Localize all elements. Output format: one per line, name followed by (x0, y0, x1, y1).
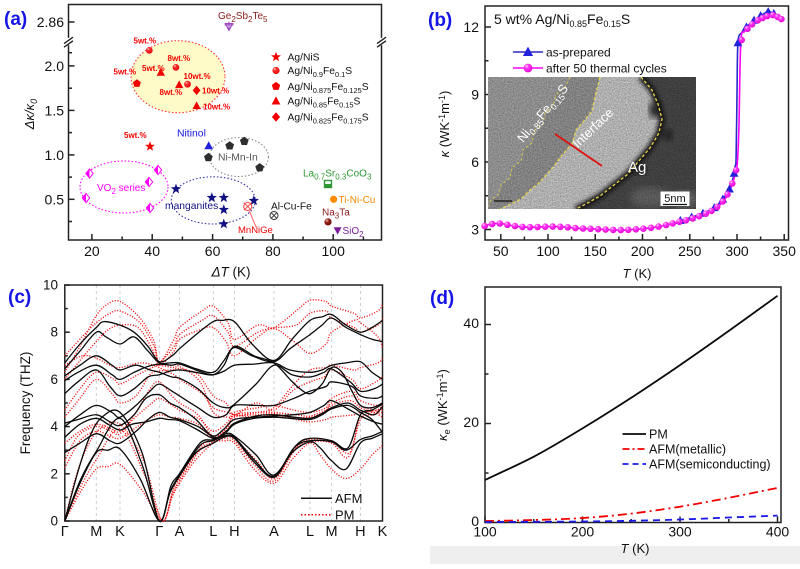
svg-text:5nm: 5nm (664, 193, 685, 205)
svg-text:200: 200 (571, 524, 595, 540)
svg-text:M: M (90, 524, 102, 540)
svg-text:AFM: AFM (335, 491, 362, 506)
svg-text:manganites: manganites (165, 201, 218, 212)
svg-text:Ag/Ni0.875Fe0.125S: Ag/Ni0.875Fe0.125S (288, 82, 369, 95)
svg-text:AFM(semiconducting): AFM(semiconducting) (649, 458, 771, 472)
svg-text:A: A (269, 524, 279, 540)
svg-text:0.5: 0.5 (45, 191, 65, 207)
svg-text:(b): (b) (428, 10, 452, 31)
svg-text:4: 4 (50, 419, 58, 434)
svg-text:2.86: 2.86 (37, 14, 64, 30)
svg-text:6: 6 (471, 154, 479, 170)
svg-text:κ (WK-1m-1): κ (WK-1m-1) (437, 91, 452, 158)
svg-text:M: M (326, 524, 338, 540)
svg-text:60: 60 (205, 243, 221, 259)
svg-text:150: 150 (584, 243, 608, 259)
svg-text:(d): (d) (430, 288, 454, 309)
svg-text:2: 2 (50, 466, 58, 481)
svg-text:9: 9 (471, 87, 479, 103)
svg-text:Ti-Ni-Cu: Ti-Ni-Cu (339, 195, 376, 206)
svg-text:10wt.%: 10wt.% (203, 103, 230, 112)
svg-text:Frequency (THZ): Frequency (THZ) (18, 352, 33, 455)
svg-text:250: 250 (678, 243, 702, 259)
svg-text:1.0: 1.0 (45, 147, 65, 163)
svg-text:T (K): T (K) (621, 541, 650, 556)
svg-text:300: 300 (725, 243, 749, 259)
svg-text:Ag/Ni0.85Fe0.15S: Ag/Ni0.85Fe0.15S (288, 97, 361, 110)
svg-text:8: 8 (50, 325, 58, 340)
svg-text:as-prepared: as-prepared (546, 46, 611, 60)
svg-text:80: 80 (265, 243, 281, 259)
svg-text:(c): (c) (8, 287, 31, 308)
svg-text:5wt.%: 5wt.% (142, 64, 165, 73)
svg-text:12: 12 (463, 19, 479, 35)
svg-text:0: 0 (471, 513, 479, 529)
svg-text:100: 100 (473, 524, 497, 540)
svg-text:Na3Ta: Na3Ta (322, 208, 350, 221)
svg-text:Ag/Ni0.9Fe0.1S: Ag/Ni0.9Fe0.1S (288, 66, 353, 79)
svg-text:PM: PM (335, 508, 355, 523)
svg-text:200: 200 (631, 243, 655, 259)
svg-text:Ag: Ag (628, 159, 646, 176)
svg-text:5wt.%: 5wt.% (134, 37, 157, 46)
svg-text:6: 6 (50, 372, 58, 387)
svg-text:350: 350 (773, 243, 797, 259)
svg-text:20: 20 (84, 243, 100, 259)
svg-text:T (K): T (K) (623, 266, 652, 281)
svg-text:8wt.%: 8wt.% (160, 88, 183, 97)
svg-text:VO2 series: VO2 series (97, 183, 145, 196)
svg-text:20: 20 (463, 414, 479, 430)
svg-text:PM: PM (649, 428, 668, 442)
svg-text:La0.7Sr0.3CoO3: La0.7Sr0.3CoO3 (303, 169, 372, 182)
svg-text:100: 100 (322, 243, 346, 259)
svg-text:κe (WK-1m-1): κe (WK-1m-1) (435, 369, 452, 441)
svg-text:10: 10 (43, 278, 58, 293)
svg-text:2.0: 2.0 (45, 58, 65, 74)
svg-text:AFM(metallic): AFM(metallic) (649, 443, 726, 457)
svg-text:ΔT (K): ΔT (K) (210, 265, 250, 280)
svg-text:L: L (306, 524, 314, 540)
svg-text:H: H (355, 524, 365, 540)
svg-text:300: 300 (668, 524, 692, 540)
svg-text:after 50 thermal cycles: after 50 thermal cycles (546, 62, 667, 76)
svg-text:5 wt% Ag/Ni0.85Fe0.15S: 5 wt% Ag/Ni0.85Fe0.15S (494, 11, 630, 29)
svg-text:(a): (a) (4, 9, 27, 30)
svg-text:8wt.%: 8wt.% (168, 54, 191, 63)
svg-text:K: K (378, 524, 388, 540)
svg-text:Nitinol: Nitinol (177, 129, 206, 140)
svg-text:100: 100 (536, 243, 560, 259)
svg-text:L: L (209, 524, 217, 540)
svg-text:Ge2Sb2Te5: Ge2Sb2Te5 (218, 11, 268, 24)
svg-text:5wt.%: 5wt.% (114, 68, 137, 77)
svg-text:Ni-Mn-In: Ni-Mn-In (218, 153, 258, 164)
svg-text:Al-Cu-Fe: Al-Cu-Fe (271, 202, 312, 213)
svg-text:1.5: 1.5 (45, 102, 65, 118)
svg-text:50: 50 (493, 243, 509, 259)
svg-text:40: 40 (463, 315, 479, 331)
svg-text:SiO2: SiO2 (343, 226, 365, 239)
svg-text:5wt.%: 5wt.% (124, 131, 147, 140)
svg-text:Γ: Γ (155, 524, 163, 540)
svg-text:400: 400 (766, 524, 790, 540)
svg-text:K: K (115, 524, 125, 540)
svg-text:H: H (229, 524, 239, 540)
svg-text:Δκ/κ0: Δκ/κ0 (22, 99, 39, 130)
svg-text:10wt.%: 10wt.% (184, 72, 211, 81)
svg-text:3: 3 (471, 222, 479, 238)
svg-text:Ag/Ni0.825Fe0.175S: Ag/Ni0.825Fe0.175S (288, 113, 369, 126)
svg-text:0: 0 (50, 514, 58, 529)
svg-text:MnNiGe: MnNiGe (238, 225, 273, 236)
svg-text:Ag/NiS: Ag/NiS (288, 53, 320, 64)
svg-text:40: 40 (144, 243, 160, 259)
svg-text:Γ: Γ (61, 524, 69, 540)
svg-text:10wt.%: 10wt.% (202, 87, 229, 96)
svg-text:A: A (175, 524, 185, 540)
